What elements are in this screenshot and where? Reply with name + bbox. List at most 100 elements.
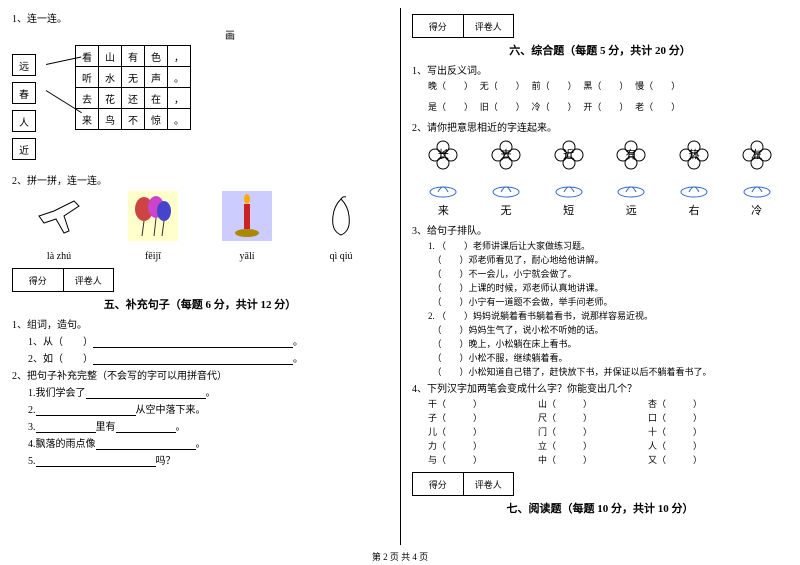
lotus-row: 来 无 短 远 右 冷 [412, 176, 788, 218]
text: 里有 [96, 422, 116, 433]
text: 又（ ） [648, 453, 758, 466]
flower-icon: 去 [491, 140, 521, 170]
pinyin-images [12, 191, 388, 247]
q4-row: 力（ ）立（ ）人（ ） [428, 439, 788, 452]
text: 力（ ） [428, 439, 538, 452]
s5-line: 3.里有。 [28, 418, 388, 433]
candle-icon [222, 191, 272, 241]
text: 冷（ ） [532, 102, 573, 112]
q2-title: 2、拼一拼，连一连。 [12, 172, 388, 187]
lotus-icon [679, 176, 709, 200]
grid-cell: 。 [167, 66, 191, 88]
score-label: 得分 [13, 269, 64, 291]
r-q4: 4、下列汉字加两笔会变成什么字？你能变出几个？ [412, 380, 788, 395]
text: 吗？ [156, 456, 176, 467]
s5-line: 1.我们学会了。 [28, 384, 388, 399]
flower-char: 去 [500, 149, 511, 161]
score-label: 得分 [413, 473, 464, 495]
text: 口（ ） [648, 411, 758, 424]
grid-cell: ， [167, 87, 191, 109]
s5-line: 1、从（ ）。 [28, 333, 388, 348]
flower-char: 有 [626, 149, 637, 161]
lotus-icon [491, 176, 521, 200]
left-column: 1、连一连。 画 远 春 人 近 看 山 有 色 ， 听 [0, 0, 400, 545]
text: 中（ ） [538, 453, 648, 466]
s5-line: 5. 吗？ [28, 452, 388, 467]
flower-icon: 近 [554, 140, 584, 170]
reviewer-label: 评卷人 [464, 473, 514, 495]
q3-line: （ ）邓老师看见了，耐心地给他讲解。 [428, 253, 788, 266]
q4-row: 儿（ ）门（ ）十（ ） [428, 425, 788, 438]
text: 与（ ） [428, 453, 538, 466]
blank[interactable] [36, 422, 96, 433]
grid-cell: 听 [75, 66, 99, 88]
score-box: 得分 评卷人 [12, 268, 114, 292]
text: 2. [28, 405, 36, 416]
r-q3: 3、给句子排队。 [412, 222, 788, 237]
left-cell: 春 [12, 82, 36, 104]
left-cell: 人 [12, 110, 36, 132]
pinyin-label: yālí [207, 251, 287, 262]
grid-cell: ， [167, 45, 191, 67]
antonym-line: 晚（ ） 无（ ） 前（ ） 黑（ ） 慢（ ） [428, 79, 788, 92]
section5-title: 五、补充句子（每题 6 分，共计 12 分） [12, 296, 388, 312]
lotus-char: 短 [554, 202, 584, 218]
left-cell: 近 [12, 138, 36, 160]
text: 干（ ） [428, 397, 538, 410]
text: 从空中落下来。 [136, 405, 206, 416]
blank[interactable] [86, 388, 206, 399]
text: 前（ ） [532, 81, 573, 91]
text: 开（ ） [583, 102, 624, 112]
lotus-char: 冷 [742, 202, 772, 218]
s5-line: 2、如（ ）。 [28, 350, 388, 365]
lotus-char: 来 [428, 202, 458, 218]
grid-header: 画 [72, 27, 388, 42]
text: 4.飘落的雨点像 [28, 439, 96, 450]
flower-icon: 长 [428, 140, 458, 170]
left-cell: 远 [12, 54, 36, 76]
blank[interactable] [36, 456, 156, 467]
q1-title: 1、连一连。 [12, 10, 388, 25]
blank[interactable] [93, 337, 293, 348]
airplane-icon [34, 191, 84, 241]
section6-title: 六、综合题（每题 5 分，共计 20 分） [412, 42, 788, 58]
pear-icon [316, 191, 366, 241]
q3-line: （ ）小松知道自己错了，赶快放下书，并保证以后不躺着看书了。 [428, 365, 788, 378]
lotus-icon [616, 176, 646, 200]
q3-line: 1. （ ）老师讲课后让大家做练习题。 [428, 239, 788, 252]
grid-cell: 山 [98, 45, 122, 67]
pinyin-label: qì qiú [301, 251, 381, 262]
text: 2、如（ ） [28, 354, 93, 365]
grid-cell: 声 [144, 66, 168, 88]
text: 杏（ ） [648, 397, 758, 410]
text: 十（ ） [648, 425, 758, 438]
lotus-icon [554, 176, 584, 200]
blank[interactable] [93, 354, 293, 365]
section7-title: 七、阅读题（每题 10 分，共计 10 分） [412, 500, 788, 516]
reviewer-label: 评卷人 [464, 15, 514, 37]
text: 子（ ） [428, 411, 538, 424]
text: 是（ ） [428, 102, 469, 112]
s5-q2: 2、把句子补充完整（不会写的字可以用拼音代） [12, 367, 388, 382]
pinyin-labels: là zhú fēijī yālí qì qiú [12, 251, 388, 262]
q3-line: 2. （ ）妈妈说躺着看书躺着看书，说那样容易近视。 [428, 309, 788, 322]
score-box: 得分 评卷人 [412, 472, 514, 496]
grid-cell: 色 [144, 45, 168, 67]
lotus-char: 远 [616, 202, 646, 218]
blank[interactable] [116, 422, 176, 433]
lotus-char: 无 [491, 202, 521, 218]
grid-cell: 惊 [144, 108, 168, 130]
q4-row: 干（ ）山（ ）杏（ ） [428, 397, 788, 410]
blank[interactable] [36, 405, 136, 416]
flower-icon: 有 [616, 140, 646, 170]
text: 门（ ） [538, 425, 648, 438]
flower-row: 长 去 近 有 热 左 [412, 140, 788, 170]
grid-cell: 水 [98, 66, 122, 88]
text: 5. [28, 456, 36, 467]
grid-cell: 无 [121, 66, 145, 88]
q3-line: （ ）妈妈生气了，说小松不听她的话。 [428, 323, 788, 336]
blank[interactable] [96, 439, 196, 450]
q4-row: 子（ ）尺（ ）口（ ） [428, 411, 788, 424]
q3-line: （ ）晚上，小松躺在床上看书。 [428, 337, 788, 350]
grid-cell: 花 [98, 87, 122, 109]
